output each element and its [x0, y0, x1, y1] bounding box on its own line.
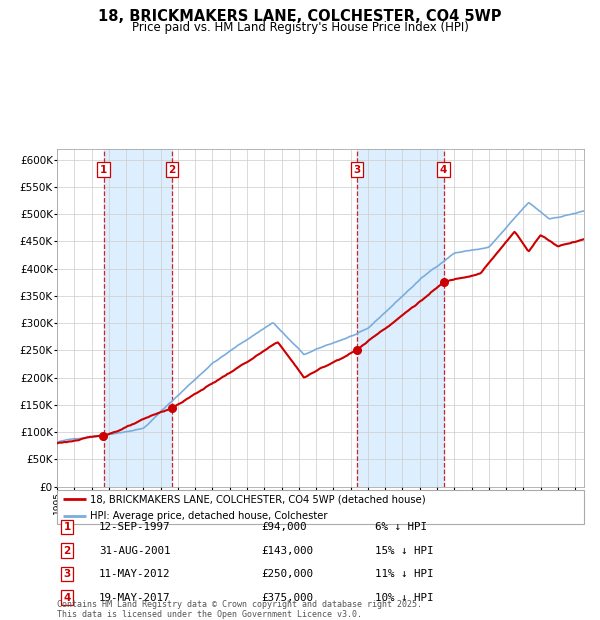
- Text: 4: 4: [440, 164, 447, 174]
- Text: 2: 2: [169, 164, 176, 174]
- Text: 31-AUG-2001: 31-AUG-2001: [99, 546, 170, 556]
- Text: 18, BRICKMAKERS LANE, COLCHESTER, CO4 5WP (detached house): 18, BRICKMAKERS LANE, COLCHESTER, CO4 5W…: [89, 494, 425, 504]
- Text: Price paid vs. HM Land Registry's House Price Index (HPI): Price paid vs. HM Land Registry's House …: [131, 21, 469, 34]
- Text: HPI: Average price, detached house, Colchester: HPI: Average price, detached house, Colc…: [89, 512, 327, 521]
- Text: 10% ↓ HPI: 10% ↓ HPI: [375, 593, 433, 603]
- Text: 11-MAY-2012: 11-MAY-2012: [99, 569, 170, 579]
- Text: £94,000: £94,000: [261, 522, 307, 532]
- Text: Contains HM Land Registry data © Crown copyright and database right 2025.
This d: Contains HM Land Registry data © Crown c…: [57, 600, 422, 619]
- Text: 6% ↓ HPI: 6% ↓ HPI: [375, 522, 427, 532]
- Text: 4: 4: [64, 593, 71, 603]
- Text: 3: 3: [64, 569, 71, 579]
- Text: 12-SEP-1997: 12-SEP-1997: [99, 522, 170, 532]
- FancyBboxPatch shape: [57, 490, 584, 524]
- Text: £375,000: £375,000: [261, 593, 313, 603]
- Text: 2: 2: [64, 546, 71, 556]
- Text: 15% ↓ HPI: 15% ↓ HPI: [375, 546, 433, 556]
- Bar: [357, 149, 443, 487]
- Text: 3: 3: [353, 164, 361, 174]
- Bar: [104, 149, 172, 487]
- Text: 11% ↓ HPI: 11% ↓ HPI: [375, 569, 433, 579]
- Text: 1: 1: [64, 522, 71, 532]
- Text: £250,000: £250,000: [261, 569, 313, 579]
- Text: 1: 1: [100, 164, 107, 174]
- Text: 18, BRICKMAKERS LANE, COLCHESTER, CO4 5WP: 18, BRICKMAKERS LANE, COLCHESTER, CO4 5W…: [98, 9, 502, 24]
- Text: 19-MAY-2017: 19-MAY-2017: [99, 593, 170, 603]
- Text: £143,000: £143,000: [261, 546, 313, 556]
